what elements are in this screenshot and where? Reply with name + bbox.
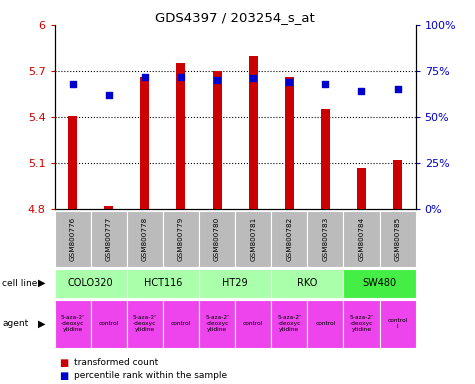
Bar — [127, 269, 199, 298]
Bar — [380, 211, 416, 267]
Bar — [271, 211, 307, 267]
Bar — [357, 168, 366, 209]
Text: ■: ■ — [59, 358, 68, 368]
Text: COLO320: COLO320 — [68, 278, 114, 288]
Text: GSM800779: GSM800779 — [178, 217, 184, 261]
Point — [285, 79, 293, 85]
Text: ▶: ▶ — [38, 278, 46, 288]
Text: 5-aza-2'
-deoxyc
ytidine: 5-aza-2' -deoxyc ytidine — [350, 315, 373, 332]
Text: control: control — [99, 321, 119, 326]
Bar — [55, 269, 127, 298]
Bar — [249, 56, 257, 209]
Bar — [271, 300, 307, 348]
Bar — [141, 77, 149, 209]
Bar — [55, 300, 91, 348]
Bar — [177, 63, 185, 209]
Text: GSM800777: GSM800777 — [106, 217, 112, 261]
Text: GSM800785: GSM800785 — [395, 217, 400, 261]
Bar — [307, 211, 343, 267]
Text: ▶: ▶ — [38, 318, 46, 329]
Text: GSM800782: GSM800782 — [286, 217, 292, 261]
Text: GSM800784: GSM800784 — [359, 217, 364, 261]
Bar — [213, 71, 221, 209]
Bar — [343, 211, 380, 267]
Point — [394, 86, 401, 93]
Bar — [235, 300, 271, 348]
Bar — [68, 116, 77, 209]
Bar — [199, 269, 271, 298]
Point — [177, 73, 185, 79]
Text: transformed count: transformed count — [74, 358, 158, 367]
Point — [358, 88, 365, 94]
Text: 5-aza-2'
-deoxyc
ytidine: 5-aza-2' -deoxyc ytidine — [205, 315, 229, 332]
Bar — [307, 300, 343, 348]
Text: cell line: cell line — [2, 279, 38, 288]
Bar — [380, 300, 416, 348]
Text: GSM800781: GSM800781 — [250, 217, 256, 261]
Bar — [343, 269, 416, 298]
Point — [141, 73, 149, 79]
Bar — [55, 211, 91, 267]
Bar — [321, 109, 330, 209]
Text: 5-aza-2'
-deoxyc
ytidine: 5-aza-2' -deoxyc ytidine — [61, 315, 85, 332]
Text: HCT116: HCT116 — [144, 278, 182, 288]
Text: GSM800783: GSM800783 — [323, 217, 328, 261]
Text: GSM800776: GSM800776 — [70, 217, 76, 261]
Bar — [104, 206, 114, 209]
Bar — [343, 300, 380, 348]
Bar — [163, 300, 199, 348]
Bar — [199, 211, 235, 267]
Bar — [163, 211, 199, 267]
Bar — [393, 160, 402, 209]
Text: GSM800780: GSM800780 — [214, 217, 220, 261]
Text: control: control — [315, 321, 335, 326]
Text: ■: ■ — [59, 371, 68, 381]
Text: GSM800778: GSM800778 — [142, 217, 148, 261]
Text: percentile rank within the sample: percentile rank within the sample — [74, 371, 227, 380]
Bar — [127, 300, 163, 348]
Point — [105, 92, 113, 98]
Bar — [91, 211, 127, 267]
Text: control: control — [171, 321, 191, 326]
Text: 5-aza-2'
-deoxyc
ytidine: 5-aza-2' -deoxyc ytidine — [277, 315, 301, 332]
Bar — [285, 77, 294, 209]
Bar — [235, 211, 271, 267]
Bar — [199, 300, 235, 348]
Point — [249, 75, 257, 81]
Title: GDS4397 / 203254_s_at: GDS4397 / 203254_s_at — [155, 11, 315, 24]
Point — [213, 77, 221, 83]
Bar — [271, 269, 343, 298]
Text: RKO: RKO — [297, 278, 317, 288]
Text: control: control — [243, 321, 263, 326]
Text: SW480: SW480 — [362, 278, 397, 288]
Text: control
l: control l — [388, 318, 408, 329]
Text: agent: agent — [2, 319, 28, 328]
Point — [322, 81, 329, 87]
Text: HT29: HT29 — [222, 278, 248, 288]
Bar — [127, 211, 163, 267]
Bar — [91, 300, 127, 348]
Point — [69, 81, 76, 87]
Text: 5-aza-2'
-deoxyc
ytidine: 5-aza-2' -deoxyc ytidine — [133, 315, 157, 332]
